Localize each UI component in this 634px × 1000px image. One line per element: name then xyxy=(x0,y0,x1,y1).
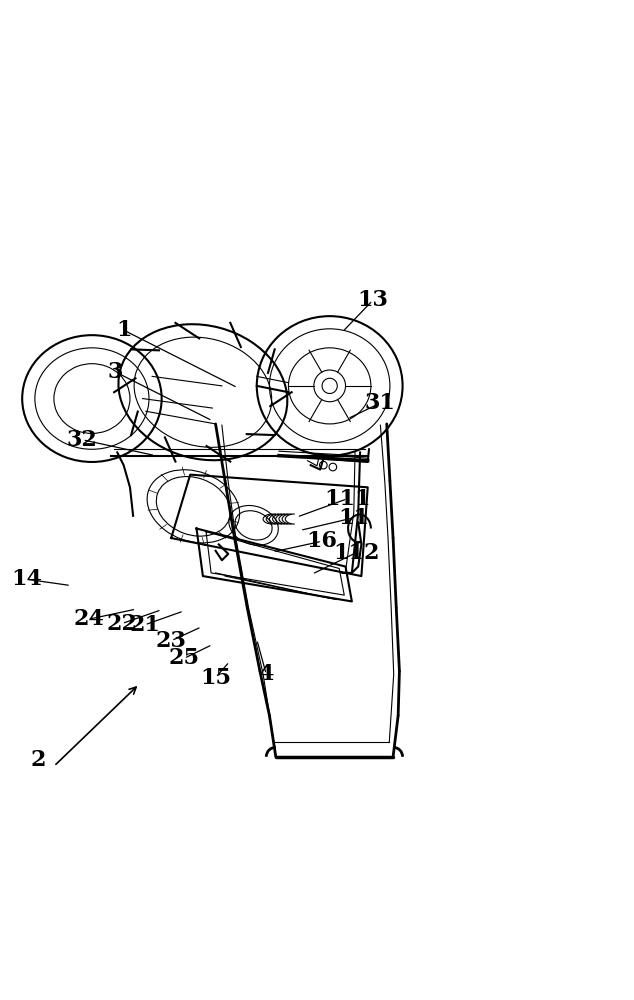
Text: 21: 21 xyxy=(129,614,160,636)
Text: 14: 14 xyxy=(11,568,42,590)
Text: 22: 22 xyxy=(107,613,137,635)
Text: 3: 3 xyxy=(108,361,123,383)
Text: 112: 112 xyxy=(333,542,380,564)
Text: 16: 16 xyxy=(307,530,337,552)
Text: 1: 1 xyxy=(116,319,131,341)
Text: 13: 13 xyxy=(358,289,388,311)
Text: 24: 24 xyxy=(74,608,104,630)
Text: 32: 32 xyxy=(67,429,98,451)
Text: 4: 4 xyxy=(259,663,274,685)
Text: 2: 2 xyxy=(30,749,46,771)
Text: 31: 31 xyxy=(365,392,396,414)
Text: 111: 111 xyxy=(324,488,371,510)
Text: 25: 25 xyxy=(169,648,199,670)
Text: 15: 15 xyxy=(200,667,231,689)
Text: 23: 23 xyxy=(156,630,186,652)
Text: 11: 11 xyxy=(339,507,369,529)
